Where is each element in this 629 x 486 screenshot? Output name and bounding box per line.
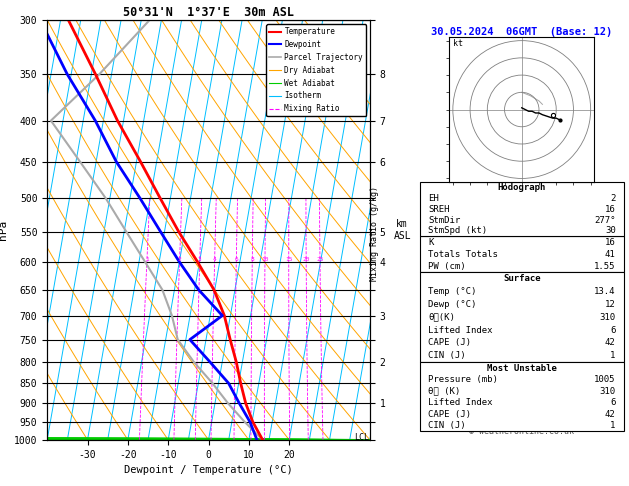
Text: 30.05.2024  06GMT  (Base: 12): 30.05.2024 06GMT (Base: 12)	[431, 27, 613, 37]
Text: 42: 42	[605, 410, 616, 418]
Text: Pressure (mb): Pressure (mb)	[428, 375, 498, 384]
Text: Totals Totals: Totals Totals	[428, 250, 498, 259]
Text: K: K	[428, 238, 433, 247]
Text: 1: 1	[145, 257, 148, 262]
Text: CIN (J): CIN (J)	[428, 351, 465, 360]
Text: LCL: LCL	[353, 433, 369, 442]
Text: Most Unstable: Most Unstable	[487, 364, 557, 372]
Title: 50°31'N  1°37'E  30m ASL: 50°31'N 1°37'E 30m ASL	[123, 6, 294, 19]
X-axis label: Dewpoint / Temperature (°C): Dewpoint / Temperature (°C)	[124, 465, 293, 475]
Text: 16: 16	[605, 238, 616, 247]
Text: CIN (J): CIN (J)	[428, 421, 465, 430]
Text: 4: 4	[213, 257, 216, 262]
Text: Temp (°C): Temp (°C)	[428, 287, 476, 296]
Text: 20: 20	[303, 257, 310, 262]
Text: 8: 8	[250, 257, 254, 262]
Text: 6: 6	[610, 326, 616, 334]
Text: 30: 30	[605, 226, 616, 235]
Text: Mixing Ratio (g/kg): Mixing Ratio (g/kg)	[370, 186, 379, 281]
Text: StmSpd (kt): StmSpd (kt)	[428, 226, 487, 235]
Bar	[420, 236, 624, 272]
Text: 310: 310	[599, 312, 616, 322]
Bar	[420, 362, 624, 432]
Text: SREH: SREH	[428, 205, 449, 214]
Text: 6: 6	[610, 398, 616, 407]
Text: 2: 2	[610, 194, 616, 203]
Text: 15: 15	[285, 257, 292, 262]
Text: CAPE (J): CAPE (J)	[428, 338, 471, 347]
Text: 1.55: 1.55	[594, 261, 616, 271]
Legend: Temperature, Dewpoint, Parcel Trajectory, Dry Adiabat, Wet Adiabat, Isotherm, Mi: Temperature, Dewpoint, Parcel Trajectory…	[266, 24, 366, 116]
Text: StmDir: StmDir	[428, 216, 460, 225]
Text: 2: 2	[177, 257, 181, 262]
Text: Surface: Surface	[503, 274, 540, 283]
Text: Hodograph: Hodograph	[498, 183, 546, 192]
Text: 1005: 1005	[594, 375, 616, 384]
Text: 12: 12	[605, 300, 616, 309]
Text: CAPE (J): CAPE (J)	[428, 410, 471, 418]
Text: 42: 42	[605, 338, 616, 347]
Text: 310: 310	[599, 386, 616, 396]
Text: 3: 3	[198, 257, 202, 262]
Text: Lifted Index: Lifted Index	[428, 326, 493, 334]
Text: © weatheronline.co.uk: © weatheronline.co.uk	[469, 428, 574, 436]
Text: EH: EH	[428, 194, 438, 203]
Text: 41: 41	[605, 250, 616, 259]
Text: 13.4: 13.4	[594, 287, 616, 296]
Text: 1: 1	[610, 421, 616, 430]
Text: 10: 10	[261, 257, 269, 262]
Text: 1: 1	[610, 351, 616, 360]
Text: Lifted Index: Lifted Index	[428, 398, 493, 407]
Y-axis label: km
ASL: km ASL	[393, 219, 411, 241]
Bar	[420, 272, 624, 362]
Text: Dewp (°C): Dewp (°C)	[428, 300, 476, 309]
Text: 25: 25	[316, 257, 324, 262]
Text: 277°: 277°	[594, 216, 616, 225]
Y-axis label: hPa: hPa	[0, 220, 8, 240]
Bar	[420, 182, 624, 236]
Text: θᴇ(K): θᴇ(K)	[428, 312, 455, 322]
Text: PW (cm): PW (cm)	[428, 261, 465, 271]
Text: 6: 6	[235, 257, 238, 262]
Text: 16: 16	[605, 205, 616, 214]
Text: θᴇ (K): θᴇ (K)	[428, 386, 460, 396]
